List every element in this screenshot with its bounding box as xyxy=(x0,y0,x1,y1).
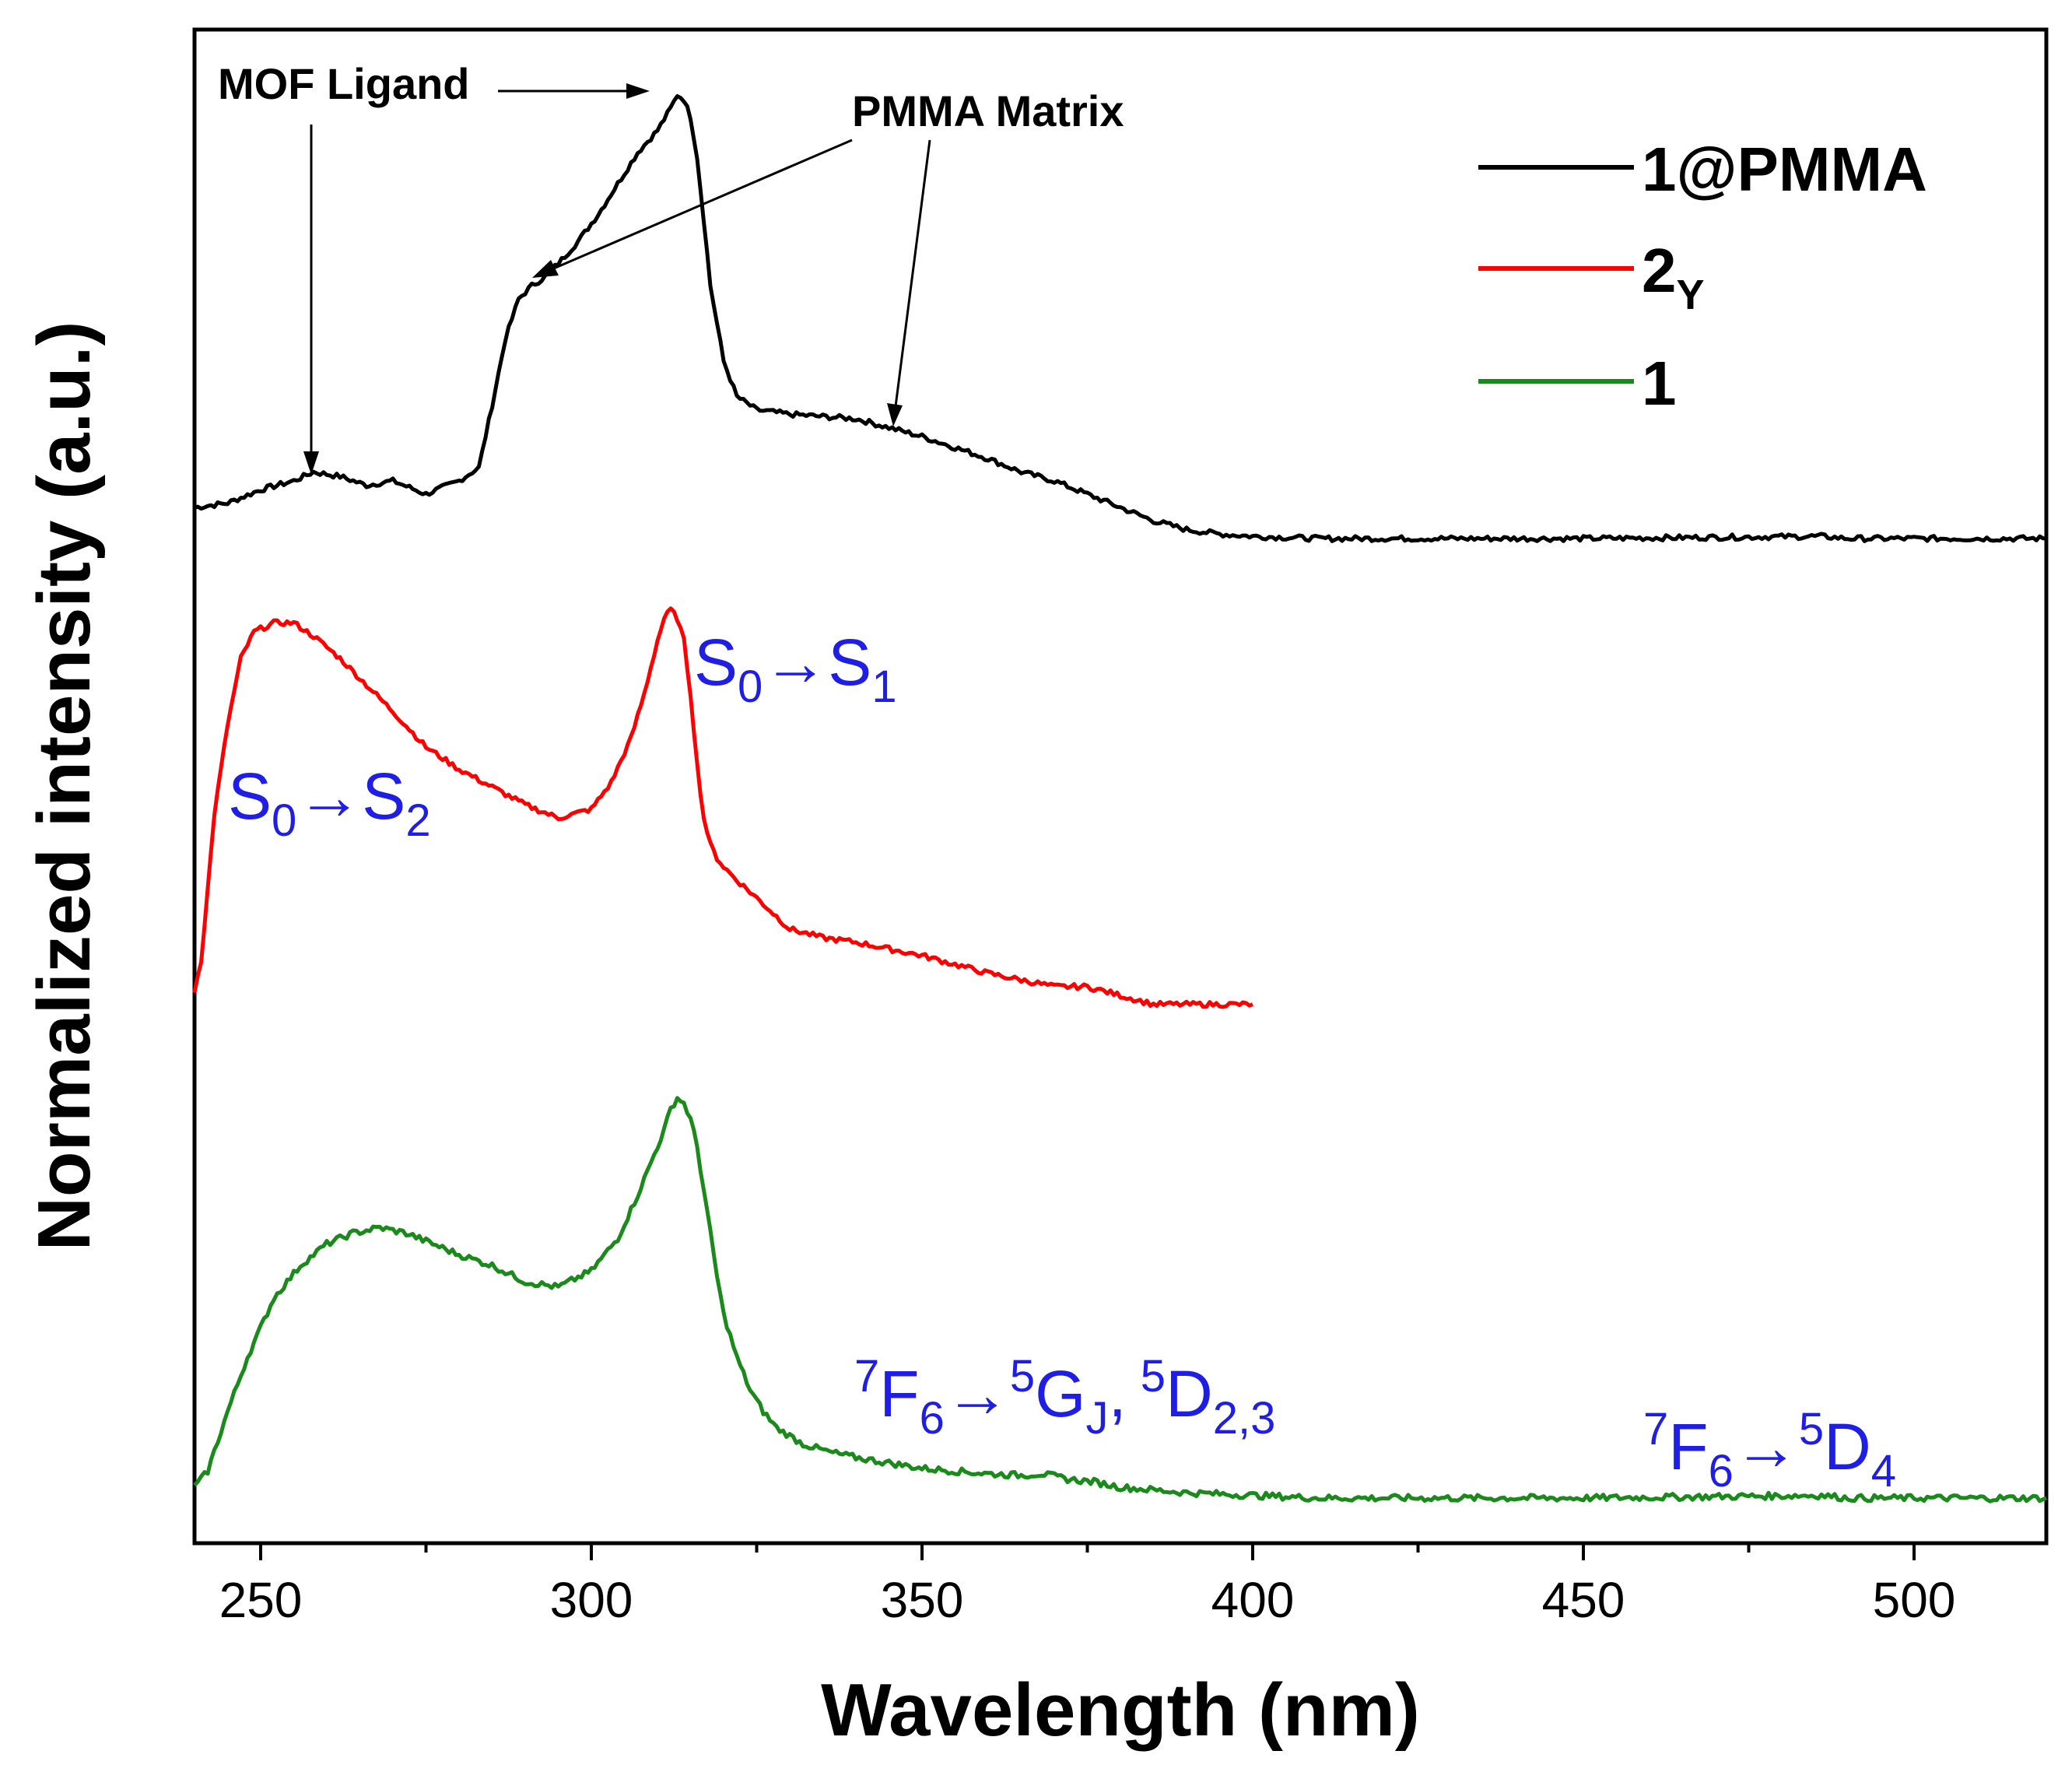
legend-label-1pmma: 1@PMMA xyxy=(1642,135,1927,204)
f6gj-sub2: J xyxy=(1085,1393,1108,1444)
x-tick-label: 450 xyxy=(1542,1572,1625,1628)
annotations-arrows: MOF Ligand PMMA Matrix xyxy=(218,59,1124,475)
f6gj-comma: , xyxy=(1108,1357,1126,1430)
annotation-f6-gj: 7F6→5GJ, 5D2,3 xyxy=(854,1351,1275,1444)
f6gj-sub3: 2,3 xyxy=(1213,1393,1276,1444)
arrowhead-pmma-down xyxy=(887,403,903,426)
x-tick-labels: 250 300 350 400 450 500 xyxy=(219,1572,1956,1628)
f6gj-sup1: 7 xyxy=(854,1351,879,1402)
f6gj-sub1: 6 xyxy=(920,1393,945,1444)
f6gj-f: F xyxy=(879,1357,919,1430)
legend-2y-main: 2 xyxy=(1642,236,1677,305)
series-group xyxy=(192,94,2047,1504)
f6d4-sup1: 7 xyxy=(1643,1404,1668,1454)
x-axis-title: Wavelength (nm) xyxy=(821,1668,1420,1752)
x-tick-label: 400 xyxy=(1211,1572,1295,1628)
series-line-1 xyxy=(193,1096,2047,1504)
annotation-s0-s1: S0→S1 xyxy=(694,626,897,712)
f6d4-f: F xyxy=(1668,1410,1708,1483)
f6d4-sup2: 5 xyxy=(1799,1404,1824,1454)
annotation-pmma-matrix: PMMA Matrix xyxy=(852,86,1124,135)
s0s2-a: S xyxy=(228,760,272,833)
x-ticks xyxy=(259,1543,1916,1560)
annotation-mof-ligand: MOF Ligand xyxy=(218,59,470,108)
x-tick-label: 500 xyxy=(1873,1572,1956,1628)
x-tick-label: 250 xyxy=(219,1572,303,1628)
annotation-f6-d4: 7F6→5D4 xyxy=(1643,1404,1896,1497)
f6gj-arrow: → xyxy=(945,1357,1010,1430)
f6d4-sub2: 4 xyxy=(1871,1446,1896,1497)
arrow-pmma-left xyxy=(544,139,853,274)
y-axis-title: Normalized intensity (a.u.) xyxy=(23,321,106,1251)
s0s2-b: S xyxy=(362,760,405,833)
s0s2-arrow: → xyxy=(296,760,362,833)
plot-frame xyxy=(192,27,2049,1546)
s0s1-a-sub: 0 xyxy=(738,661,763,712)
legend-2y-sub: Y xyxy=(1677,272,1705,318)
annotation-s0-s2: S0→S2 xyxy=(228,760,431,846)
x-tick-label: 300 xyxy=(550,1572,633,1628)
s0s2-b-sub: 2 xyxy=(405,795,430,846)
arrowhead-pmma-left xyxy=(532,260,559,278)
s0s1-b-sub: 1 xyxy=(871,661,896,712)
f6gj-sup2: 5 xyxy=(1010,1351,1035,1402)
legend: 1@PMMA 2Y 1 xyxy=(1478,135,1927,418)
arrow-pmma-down xyxy=(893,139,931,413)
s0s1-a: S xyxy=(694,626,738,699)
legend-label-1: 1 xyxy=(1642,349,1677,418)
series-line-2y xyxy=(192,606,1253,1009)
f6gj-d: D xyxy=(1166,1357,1213,1430)
s0s1-b: S xyxy=(828,626,871,699)
x-tick-label: 350 xyxy=(881,1572,964,1628)
arrowhead-mof-ligand-down xyxy=(303,451,319,475)
f6d4-arrow: → xyxy=(1734,1410,1799,1483)
f6d4-sub1: 6 xyxy=(1709,1446,1734,1497)
f6gj-g: G xyxy=(1035,1357,1085,1430)
arrowhead-mof-ligand-right xyxy=(626,83,650,99)
f6gj-sup3: 5 xyxy=(1141,1351,1166,1402)
s0s1-arrow: → xyxy=(763,626,828,699)
s0s2-a-sub: 0 xyxy=(272,795,296,846)
f6d4-d: D xyxy=(1824,1410,1871,1483)
series-line-1pmma xyxy=(194,94,2047,543)
legend-label-2y: 2Y xyxy=(1642,236,1705,318)
